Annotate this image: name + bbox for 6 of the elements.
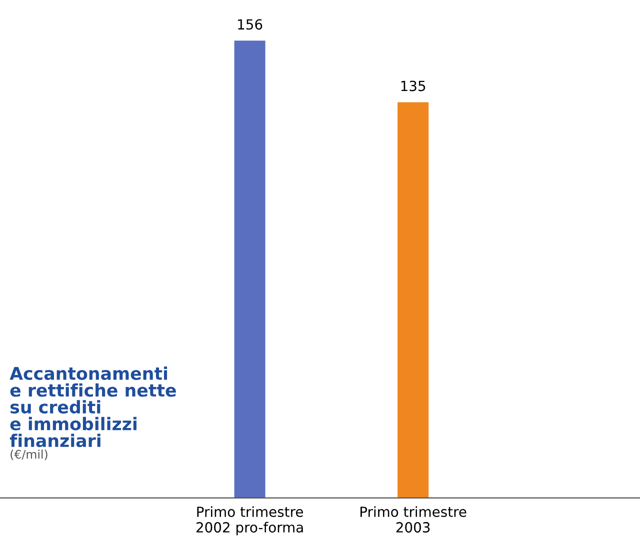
data-label: 156: [238, 19, 262, 30]
data-label: 135: [401, 80, 426, 92]
x-tick-label: Primo trimestre 2002 pro-forma: [196, 506, 303, 536]
text: Accantonamenti e rettifiche nette su crediti e immobilizzi finanziari: [10, 366, 176, 448]
x-tick-label: Primo trimestre 2003: [360, 506, 466, 533]
text: (€/mil): [10, 450, 48, 460]
